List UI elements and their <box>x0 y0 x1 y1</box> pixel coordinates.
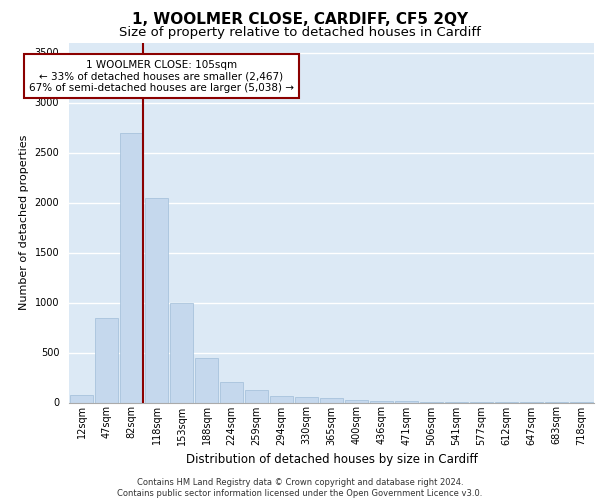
Text: Size of property relative to detached houses in Cardiff: Size of property relative to detached ho… <box>119 26 481 39</box>
Bar <box>70 395 94 402</box>
Bar <box>320 398 343 402</box>
Bar <box>194 358 218 403</box>
Bar <box>145 198 169 402</box>
Text: 1, WOOLMER CLOSE, CARDIFF, CF5 2QY: 1, WOOLMER CLOSE, CARDIFF, CF5 2QY <box>132 12 468 28</box>
Bar <box>269 396 293 402</box>
X-axis label: Distribution of detached houses by size in Cardiff: Distribution of detached houses by size … <box>185 453 478 466</box>
Bar <box>245 390 268 402</box>
Bar <box>295 397 319 402</box>
Bar <box>220 382 244 402</box>
Bar <box>170 302 193 402</box>
Bar <box>119 132 143 402</box>
Bar <box>344 400 368 402</box>
Bar <box>370 400 394 402</box>
Y-axis label: Number of detached properties: Number of detached properties <box>19 135 29 310</box>
Text: Contains HM Land Registry data © Crown copyright and database right 2024.
Contai: Contains HM Land Registry data © Crown c… <box>118 478 482 498</box>
Text: 1 WOOLMER CLOSE: 105sqm
← 33% of detached houses are smaller (2,467)
67% of semi: 1 WOOLMER CLOSE: 105sqm ← 33% of detache… <box>29 60 294 92</box>
Bar <box>95 318 118 402</box>
